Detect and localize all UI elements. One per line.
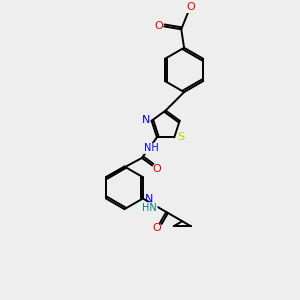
Text: O: O [186, 2, 195, 12]
Text: O: O [152, 164, 161, 174]
Text: NH: NH [144, 143, 159, 153]
Text: N: N [144, 194, 153, 204]
Text: O: O [153, 223, 161, 233]
Text: N: N [142, 115, 150, 125]
Text: S: S [177, 132, 184, 142]
Text: HN: HN [142, 203, 157, 213]
Text: O: O [155, 21, 164, 31]
